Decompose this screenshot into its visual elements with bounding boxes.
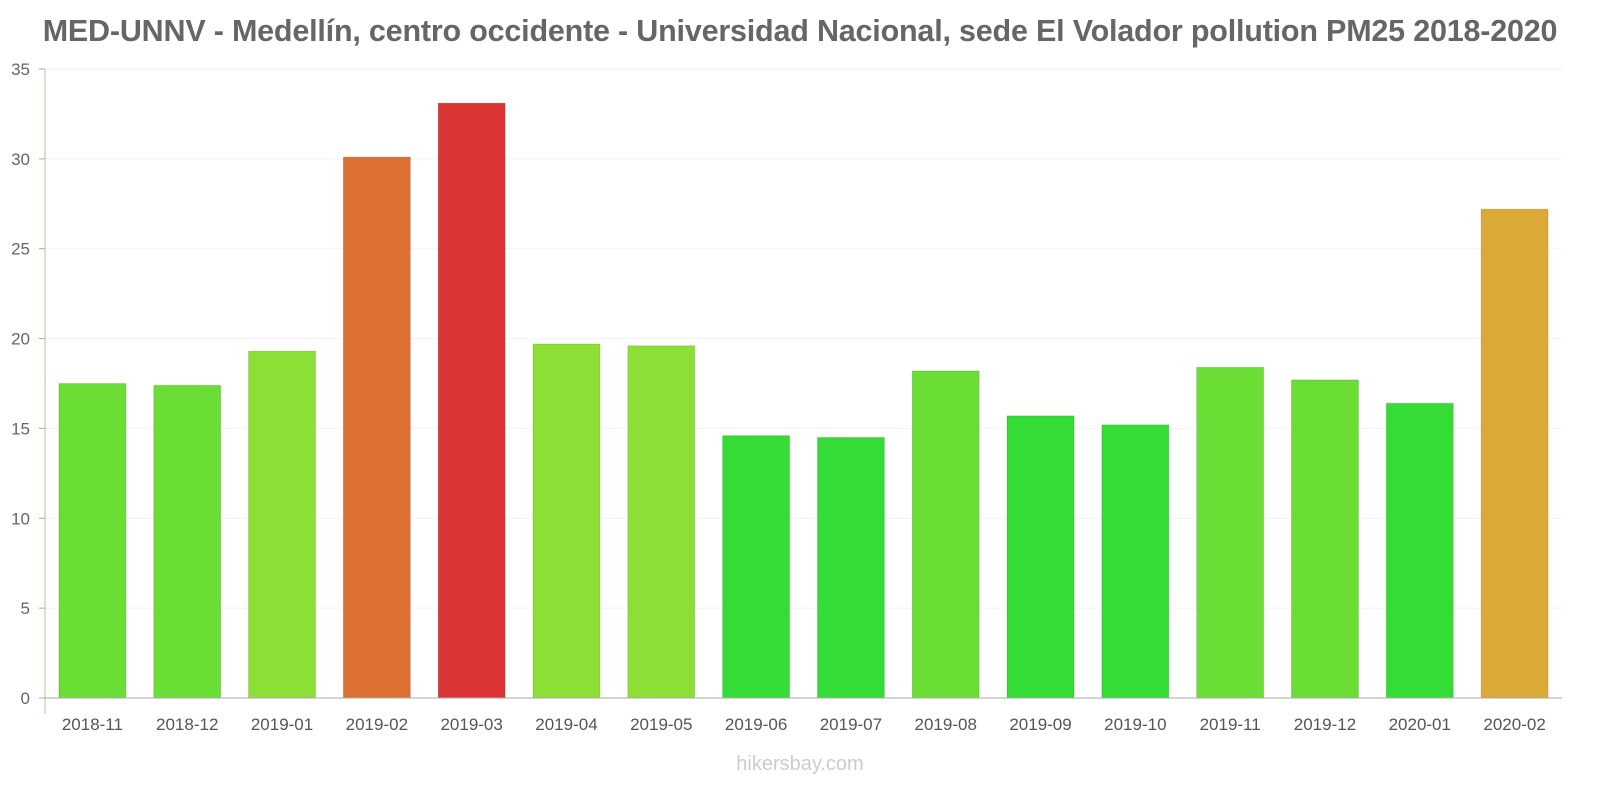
x-tick-label: 2019-07 bbox=[820, 715, 882, 734]
y-tick-label: 35 bbox=[11, 60, 30, 79]
x-tick-label: 2019-04 bbox=[535, 715, 597, 734]
bar-2019-06 bbox=[722, 435, 791, 699]
bar-2019-02 bbox=[342, 156, 411, 699]
x-tick-label: 2019-12 bbox=[1294, 715, 1356, 734]
bar-2019-09 bbox=[1006, 415, 1075, 699]
x-tick-label: 2019-06 bbox=[725, 715, 787, 734]
bar-2020-01 bbox=[1385, 402, 1454, 699]
bar-2018-12 bbox=[153, 384, 222, 699]
y-tick-label: 10 bbox=[11, 509, 30, 528]
bar-2020-02 bbox=[1480, 208, 1549, 699]
x-tick-label: 2019-03 bbox=[440, 715, 502, 734]
bar-2019-05 bbox=[627, 345, 696, 699]
chart-title: MED-UNNV - Medellín, centro occidente - … bbox=[42, 14, 1558, 48]
bar-2019-08 bbox=[911, 370, 980, 699]
x-tick-label: 2020-01 bbox=[1389, 715, 1451, 734]
bar-2019-11 bbox=[1196, 366, 1265, 699]
bar-2019-01 bbox=[248, 350, 317, 699]
bar-2019-03 bbox=[437, 102, 506, 699]
x-tick-label: 2020-02 bbox=[1483, 715, 1545, 734]
x-tick-label: 2019-01 bbox=[251, 715, 313, 734]
x-tick-label: 2019-05 bbox=[630, 715, 692, 734]
x-tick-label: 2018-11 bbox=[62, 715, 123, 734]
bar-2019-10 bbox=[1101, 424, 1170, 699]
y-tick-label: 25 bbox=[11, 240, 30, 259]
bar-2019-12 bbox=[1290, 379, 1359, 699]
y-tick-label: 20 bbox=[11, 330, 30, 349]
x-tick-label: 2019-08 bbox=[915, 715, 977, 734]
bar-2019-04 bbox=[532, 343, 601, 699]
x-tick-label: 2019-10 bbox=[1104, 715, 1166, 734]
x-tick-label: 2019-09 bbox=[1009, 715, 1071, 734]
y-tick-label: 5 bbox=[21, 599, 30, 618]
watermark: hikersbay.com bbox=[736, 753, 864, 775]
x-tick-label: 2019-11 bbox=[1200, 715, 1261, 734]
bar-2018-11 bbox=[58, 383, 127, 699]
x-tick-label: 2019-02 bbox=[346, 715, 408, 734]
x-tick-label: 2018-12 bbox=[156, 715, 218, 734]
bar-2019-07 bbox=[816, 436, 885, 699]
y-tick-label: 15 bbox=[11, 419, 30, 438]
y-tick-label: 30 bbox=[11, 150, 30, 169]
y-tick-label: 0 bbox=[21, 689, 30, 708]
